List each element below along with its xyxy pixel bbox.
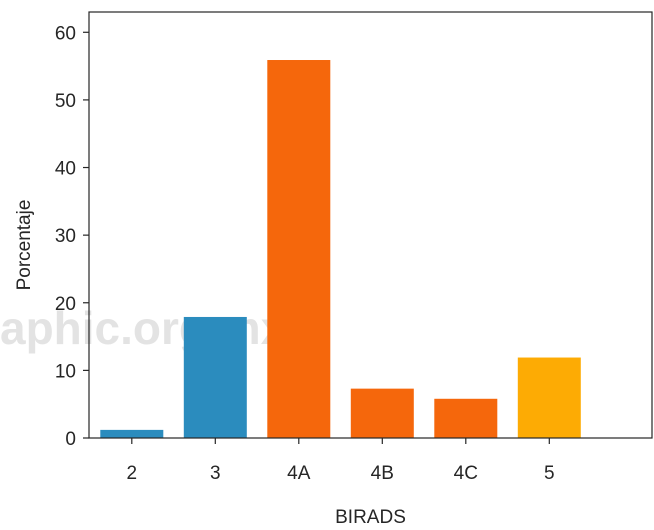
plot-frame bbox=[88, 11, 653, 439]
y-tick-label: 50 bbox=[55, 91, 76, 112]
y-tick-label: 0 bbox=[65, 429, 76, 450]
bar-3 bbox=[183, 316, 247, 438]
bars-group bbox=[100, 60, 581, 439]
x-axis-label: BIRADS bbox=[335, 507, 406, 528]
bar-4c bbox=[434, 398, 498, 438]
bar-2 bbox=[100, 429, 164, 438]
y-axis: 0 10 20 30 40 50 60 bbox=[55, 23, 89, 450]
y-tick-label: 30 bbox=[55, 226, 76, 247]
y-tick-label: 60 bbox=[55, 23, 76, 44]
y-tick-label: 20 bbox=[55, 294, 76, 315]
x-tick-label: 5 bbox=[544, 463, 555, 484]
bar-4b bbox=[350, 388, 414, 438]
bar-5 bbox=[517, 357, 581, 438]
y-axis-label: Porcentaje bbox=[14, 200, 35, 291]
x-tick-label: 4A bbox=[287, 463, 311, 484]
y-tick-label: 10 bbox=[55, 361, 76, 382]
x-tick-label: 2 bbox=[127, 463, 138, 484]
x-tick-label: 4B bbox=[371, 463, 394, 484]
x-axis: 2 3 4A 4B 4C 5 bbox=[127, 438, 555, 484]
x-tick-label: 4C bbox=[454, 463, 478, 484]
x-tick-label: 3 bbox=[210, 463, 221, 484]
bar-4a bbox=[267, 60, 331, 439]
y-tick-label: 40 bbox=[55, 159, 76, 180]
